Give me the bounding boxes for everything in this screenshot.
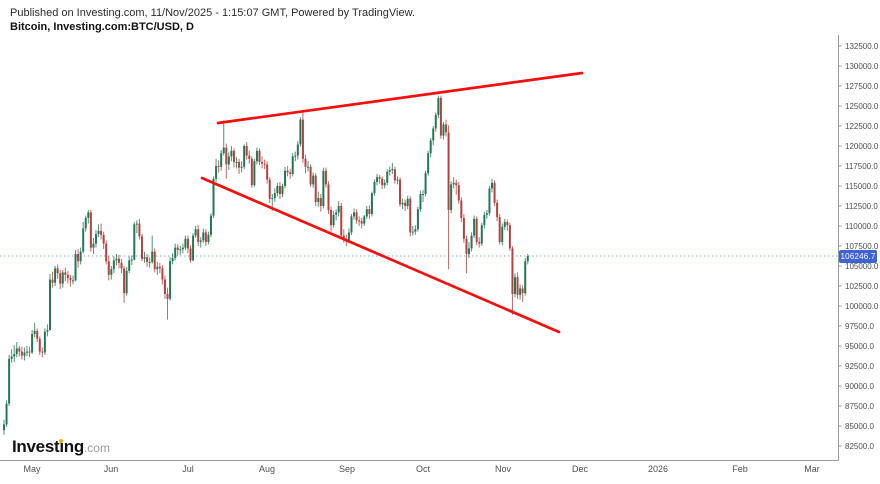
y-axis-label: 87500.0 (845, 401, 874, 411)
x-axis-label: Feb (732, 464, 748, 474)
y-axis-label: 110000.0 (845, 221, 878, 231)
investing-logo: Investıng.com (12, 437, 110, 459)
y-axis-label: 92500.0 (845, 361, 874, 371)
y-axis-label: 82500.0 (845, 441, 874, 451)
x-axis-label: May (23, 464, 41, 474)
trendline-upper-resistance (216, 71, 584, 125)
logo-wordmark: Investıng (12, 437, 84, 456)
chart-header: Published on Investing.com, 11/Nov/2025 … (10, 6, 415, 35)
x-axis-label: Sep (338, 464, 356, 474)
logo-tld: .com (83, 441, 110, 455)
y-axis-label: 122500.0 (845, 121, 879, 131)
x-axis-label: 2026 (647, 464, 669, 474)
symbol-title: Bitcoin, Investing.com:BTC/USD, D (10, 21, 194, 33)
last-price-badge: 106246.7 (839, 249, 877, 263)
y-axis-label: 130000.0 (845, 61, 879, 71)
x-axis-label: Nov (494, 464, 512, 474)
x-axis-label: Aug (258, 464, 276, 474)
y-axis-label: 107500.0 (845, 241, 879, 251)
y-axis-label: 115000.0 (845, 181, 878, 191)
trendline-lower-support (200, 176, 561, 334)
y-axis-label: 90000.0 (845, 381, 874, 391)
x-axis-label: Mar (804, 464, 820, 474)
candlestick-series (3, 95, 529, 435)
y-axis-label: 95000.0 (845, 341, 874, 351)
y-axis-label: 112500.0 (845, 201, 878, 211)
y-axis-label: 117500.0 (845, 161, 878, 171)
y-axis-label: 100000.0 (845, 301, 879, 311)
published-line: Published on Investing.com, 11/Nov/2025 … (10, 7, 415, 19)
y-axis-label: 127500.0 (845, 81, 879, 91)
y-axis-label: 102500.0 (845, 281, 879, 291)
y-axis-label: 85000.0 (845, 421, 874, 431)
logo-orange-dot-icon (59, 439, 63, 443)
x-axis-label: Jun (103, 464, 119, 474)
x-axis-label: Dec (571, 464, 589, 474)
y-axis-label: 97500.0 (845, 321, 874, 331)
x-axis-label: Jul (182, 464, 194, 474)
y-axis-label: 120000.0 (845, 141, 879, 151)
x-axis-label: Oct (415, 464, 431, 474)
y-axis-label: 125000.0 (845, 101, 879, 111)
y-axis-label: 105000.0 (845, 261, 879, 271)
y-axis-label: 132500.0 (845, 41, 879, 51)
